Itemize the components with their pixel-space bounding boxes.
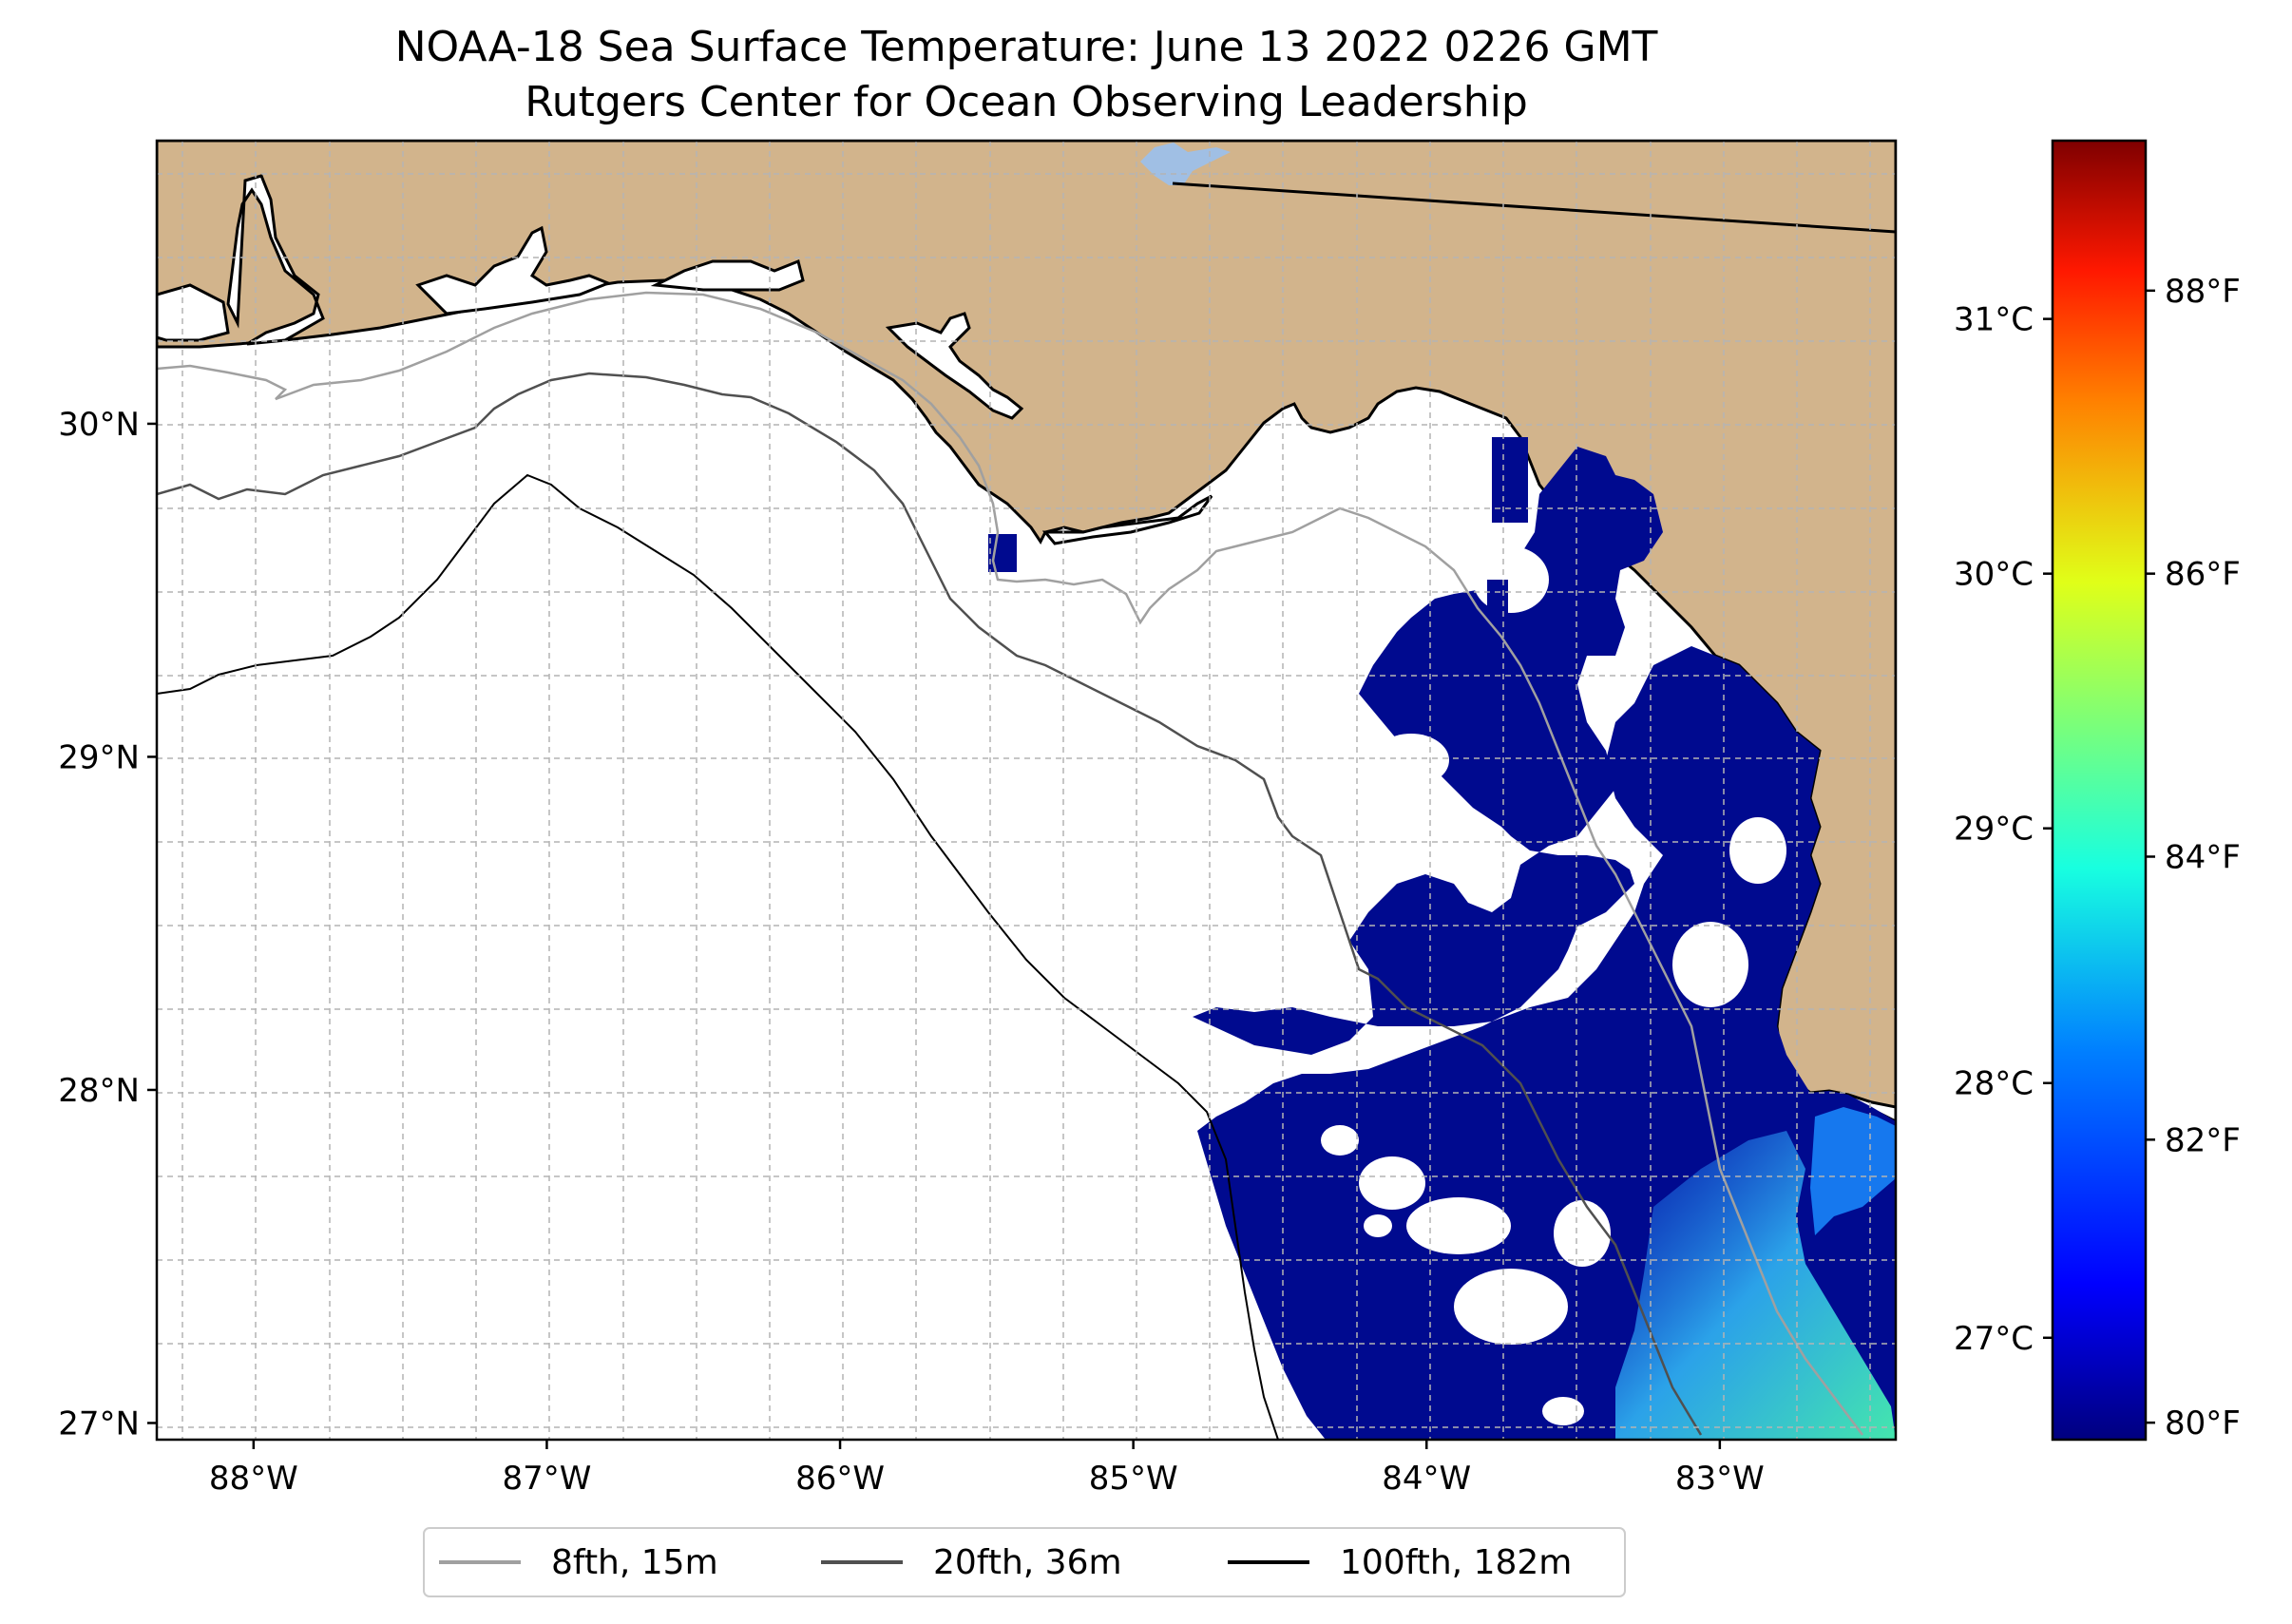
cloud-hole — [1364, 1214, 1392, 1237]
big-bend-coast — [1041, 494, 1213, 545]
lat-label: 27°N — [58, 1404, 140, 1442]
lon-label: 85°W — [1089, 1460, 1178, 1498]
colorbar-celsius-axis: 31°C 30°C 29°C 28°C 27°C — [1954, 301, 2053, 1358]
title-line-2: Rutgers Center for Ocean Observing Leade… — [525, 78, 1528, 126]
gridlines — [157, 141, 1896, 1440]
lon-label: 84°W — [1382, 1460, 1471, 1498]
sst-data — [988, 437, 1896, 1440]
map-frame — [155, 139, 1898, 1442]
legend-label-100fth: 100fth, 182m — [1340, 1543, 1572, 1582]
lon-label: 83°W — [1675, 1460, 1765, 1498]
sst-warm-water — [1615, 1131, 1896, 1440]
state-boundary — [1172, 182, 1896, 234]
sst-patch — [988, 534, 1017, 572]
legend-label-8fth: 8fth, 15m — [551, 1543, 718, 1582]
lon-label: 87°W — [502, 1460, 591, 1498]
celsius-label: 30°C — [1954, 556, 2034, 594]
fahrenheit-label: 84°F — [2165, 838, 2241, 876]
lat-label: 29°N — [58, 738, 140, 776]
sst-patch — [1492, 437, 1528, 523]
celsius-label: 27°C — [1954, 1320, 2034, 1358]
fahrenheit-label: 80°F — [2165, 1404, 2241, 1442]
cloud-hole — [1359, 1156, 1425, 1210]
pensacola-bay — [226, 174, 325, 346]
cloud-hole — [1406, 1197, 1511, 1254]
colorbar — [2051, 139, 2148, 1442]
cloud-hole — [1729, 817, 1786, 884]
st-andrew-bay — [650, 258, 805, 292]
lon-label: 88°W — [209, 1460, 298, 1498]
fahrenheit-label: 88°F — [2165, 273, 2241, 311]
sst-warm-tampa — [1810, 1107, 1896, 1235]
bay-1 — [157, 283, 230, 342]
fahrenheit-label: 82°F — [2165, 1121, 2241, 1159]
cloud-hole — [1321, 1125, 1359, 1156]
legend-label-20fth: 20fth, 36m — [933, 1543, 1122, 1582]
isobath-8fth — [157, 291, 1863, 1436]
map-area — [157, 141, 1896, 1440]
cloud-hole — [1373, 734, 1449, 787]
fahrenheit-label: 86°F — [2165, 556, 2241, 594]
lat-label: 28°N — [58, 1072, 140, 1110]
isobath-20fth — [157, 372, 1703, 1436]
longitude-axis: 88°W 87°W 86°W 85°W 84°W 83°W — [209, 1440, 1765, 1498]
isobath-legend: 8fth, 15m 20fth, 36m 100fth, 182m — [423, 1527, 1626, 1597]
apalachicola-bay — [885, 312, 1024, 420]
choctaw-bay — [415, 225, 613, 315]
cloud-hole — [1672, 922, 1748, 1007]
legend-box — [423, 1527, 1626, 1597]
cloud-hole — [1454, 1269, 1568, 1345]
celsius-label: 31°C — [1954, 301, 2034, 339]
cloud-hole — [1554, 1200, 1611, 1267]
lon-label: 86°W — [795, 1460, 885, 1498]
title-line-1: NOAA-18 Sea Surface Temperature: June 13… — [395, 23, 1658, 71]
lat-label: 30°N — [58, 406, 140, 444]
colorbar-fahrenheit-axis: 88°F 86°F 84°F 82°F 80°F — [2146, 273, 2241, 1442]
cloud-hole — [1542, 1397, 1584, 1425]
cloud-hole — [1473, 546, 1549, 613]
celsius-label: 29°C — [1954, 811, 2034, 849]
celsius-label: 28°C — [1954, 1065, 2034, 1103]
sst-patch — [1487, 580, 1508, 618]
latitude-axis: 30°N 29°N 28°N 27°N — [58, 406, 157, 1442]
